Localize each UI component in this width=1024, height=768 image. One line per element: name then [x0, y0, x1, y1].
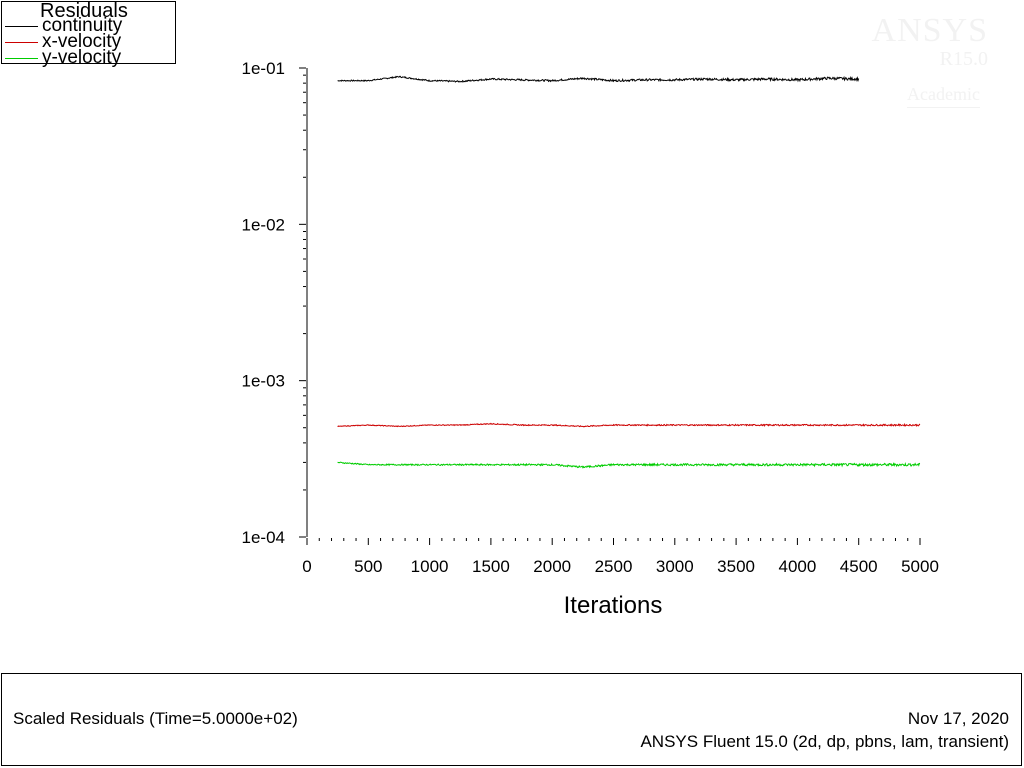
y-tick-label: 1e-04	[242, 528, 285, 547]
legend-swatch-continuity	[5, 26, 38, 27]
watermark-brand: ANSYS	[871, 12, 988, 49]
x-tick-label: 3000	[656, 557, 694, 576]
x-tick-label: 0	[302, 557, 311, 576]
legend-swatch-x-velocity	[5, 42, 38, 43]
legend-label: continuity	[42, 15, 123, 36]
y-tick-label: 1e-01	[242, 59, 285, 78]
legend: Residuals continuity x-velocity y-veloci…	[1, 0, 176, 68]
x-axis-label: Iterations	[564, 592, 663, 619]
x-tick-label: 3500	[717, 557, 755, 576]
x-tick-label: 4000	[778, 557, 816, 576]
plot-date: Nov 17, 2020	[907, 709, 1009, 728]
y-tick-label: 1e-03	[242, 372, 285, 391]
legend-swatch-y-velocity	[5, 58, 38, 59]
series-lines	[337, 75, 921, 469]
residuals-plot: 1e-04 1e-03 1e-02 1e-01 0 500 1000 1500 2000 2500…	[242, 59, 939, 619]
x-tick-label: 2000	[533, 557, 571, 576]
x-tick-label: 1000	[411, 557, 449, 576]
series-line-x-velocity	[337, 422, 921, 428]
x-tick-label: 5000	[901, 557, 939, 576]
series-line-y-velocity	[337, 461, 921, 469]
x-tick-label: 4500	[840, 557, 878, 576]
watermark-version: R15.0	[939, 48, 988, 70]
x-tick-label: 2500	[595, 557, 633, 576]
plot-axes: 1e-04 1e-03 1e-02 1e-01 0 500 1000 1500 2000 2500…	[242, 59, 939, 576]
legend-label: x-velocity	[42, 31, 122, 52]
watermark-license: Academic	[907, 84, 980, 108]
legend-title: Residuals	[40, 0, 128, 22]
plot-title: Scaled Residuals (Time=5.0000e+02)	[13, 709, 298, 728]
solver-version: ANSYS Fluent 15.0 (2d, dp, pbns, lam, tr…	[640, 732, 1009, 751]
x-tick-label: 500	[354, 557, 382, 576]
legend-label: y-velocity	[42, 47, 122, 68]
series-line-continuity	[337, 75, 860, 83]
plot-info-footer: Scaled Residuals (Time=5.0000e+02) Nov 1…	[1, 673, 1022, 766]
x-tick-label: 1500	[472, 557, 510, 576]
y-tick-label: 1e-02	[242, 215, 285, 234]
